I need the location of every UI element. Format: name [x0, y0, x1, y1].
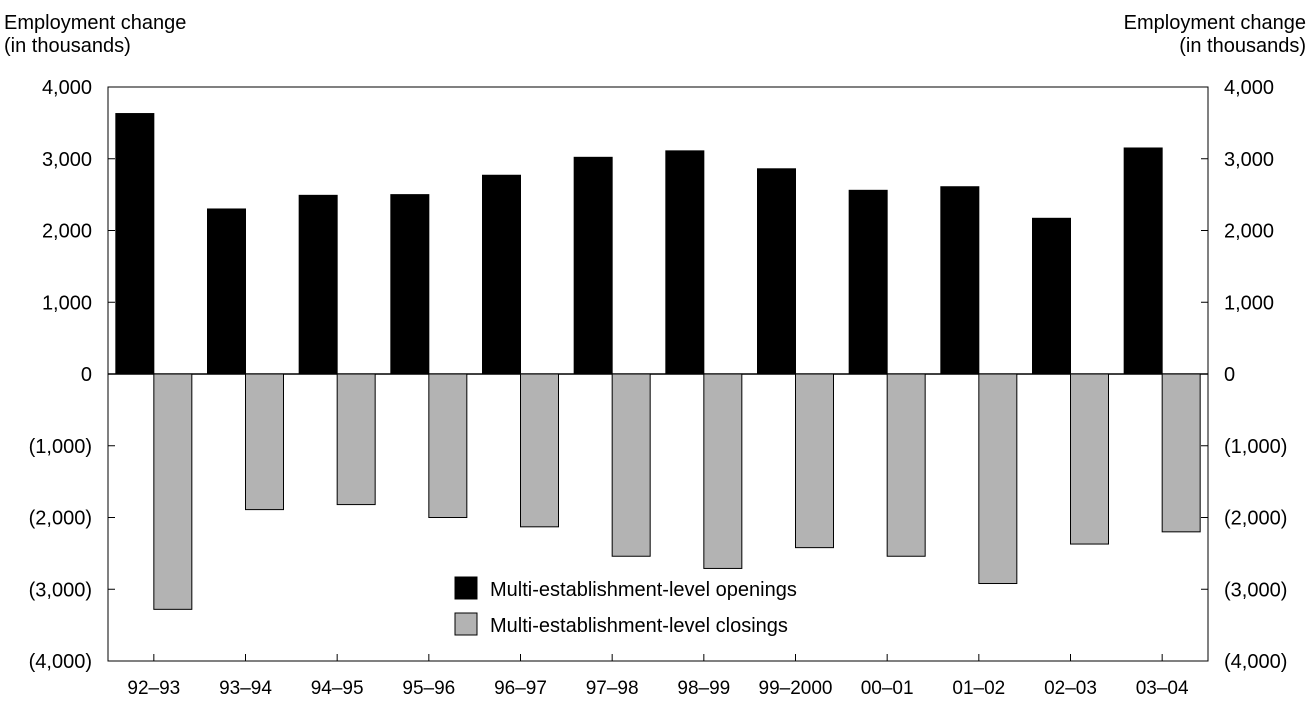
bar-openings	[1032, 217, 1071, 375]
bar-closings	[978, 373, 1018, 585]
bar-closings	[611, 373, 651, 557]
y-axis-title-right-line-2: (in thousands)	[1179, 35, 1306, 57]
y-axis-title-left: Employment change (in thousands)	[4, 12, 186, 58]
y-tick-label-left: 2,000	[42, 221, 92, 243]
y-tick-label-right: (3,000)	[1224, 579, 1287, 601]
x-tick-label: 01–02	[952, 678, 1005, 699]
bar-closings	[1161, 373, 1201, 533]
bar-openings	[115, 113, 155, 375]
bar-openings	[665, 150, 705, 375]
y-tick-label-left: (4,000)	[29, 651, 92, 673]
y-tick-label-right: (2,000)	[1224, 508, 1287, 530]
x-tick-label: 93–94	[219, 678, 272, 699]
x-tick-label: 92–93	[127, 678, 180, 699]
bar-closings	[428, 373, 468, 518]
bar-openings	[390, 194, 430, 375]
y-tick-label-left: 3,000	[42, 149, 92, 171]
y-tick-label-right: 3,000	[1224, 149, 1274, 171]
x-tick-label: 00–01	[861, 678, 914, 699]
y-tick-label-right: 1,000	[1224, 292, 1274, 314]
bar-closings	[245, 373, 284, 511]
bar-openings	[207, 208, 246, 375]
x-tick-label: 97–98	[586, 678, 639, 699]
x-tick-label: 96–97	[494, 678, 547, 699]
y-tick-label-right: (1,000)	[1224, 436, 1287, 458]
y-tick-label-left: (2,000)	[29, 508, 92, 530]
y-tick-label-left: 1,000	[42, 292, 92, 314]
y-tick-label-left: 0	[81, 364, 92, 386]
legend-swatch-closings	[454, 612, 478, 636]
x-tick-label: 99–2000	[759, 678, 833, 699]
bar-openings	[573, 156, 613, 375]
bar-openings	[1123, 147, 1163, 375]
y-tick-label-left: 4,000	[42, 77, 92, 99]
x-tick-label: 03–04	[1136, 678, 1189, 699]
legend-swatch-openings	[454, 576, 478, 600]
bar-closings	[886, 373, 926, 557]
bar-openings	[482, 174, 521, 375]
bar-closings	[1070, 373, 1109, 545]
legend-label-openings: Multi-establishment-level openings	[490, 579, 797, 601]
legend-label-closings: Multi-establishment-level closings	[490, 615, 788, 637]
x-tick-label: 98–99	[677, 678, 730, 699]
y-tick-label-right: 4,000	[1224, 77, 1274, 99]
y-axis-title-right: Employment change (in thousands)	[1124, 12, 1306, 58]
y-tick-label-right: (4,000)	[1224, 651, 1287, 673]
y-tick-label-right: 0	[1224, 364, 1235, 386]
bar-openings	[757, 168, 796, 375]
bar-closings	[153, 373, 193, 610]
y-tick-label-right: 2,000	[1224, 221, 1274, 243]
bar-openings	[848, 189, 888, 375]
y-tick-label-left: (1,000)	[29, 436, 92, 458]
bar-closings	[520, 373, 559, 528]
bar-openings	[940, 186, 980, 375]
bar-closings	[703, 373, 743, 569]
x-tick-label: 95–96	[402, 678, 455, 699]
y-axis-title-right-line-1: Employment change	[1123, 12, 1306, 34]
y-axis-title-left-line-1: Employment change	[4, 12, 187, 34]
x-tick-label: 94–95	[311, 678, 364, 699]
bar-openings	[298, 194, 338, 375]
bar-closings	[336, 373, 376, 506]
bar-closings	[795, 373, 834, 549]
x-tick-label: 02–03	[1044, 678, 1097, 699]
y-axis-title-left-line-2: (in thousands)	[4, 35, 131, 57]
y-tick-label-left: (3,000)	[29, 579, 92, 601]
